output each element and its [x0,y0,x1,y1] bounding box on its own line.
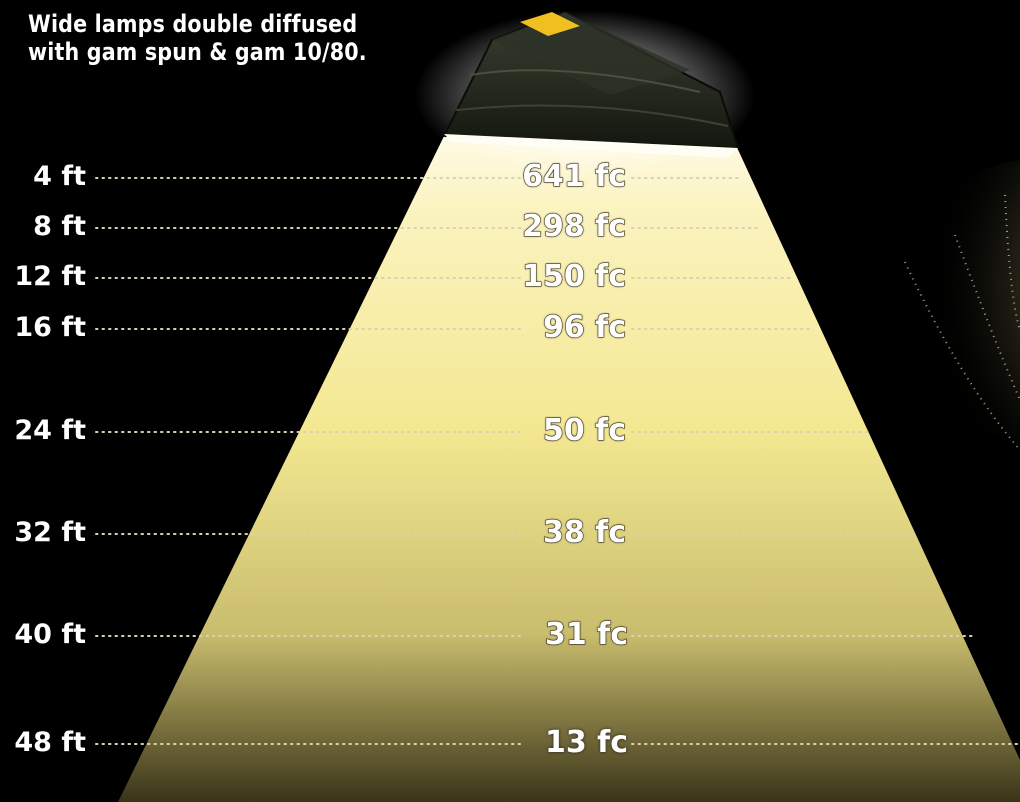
illuminance-label-32ft: 38 fc [542,515,626,550]
illuminance-label-16ft: 96 fc [542,310,626,345]
distance-label-4ft: 4 ft [33,161,86,192]
distance-label-24ft: 24 ft [14,415,86,446]
distance-label-48ft: 48 ft [14,727,86,758]
illuminance-label-40ft: 31 fc [544,617,628,652]
side-glow [900,160,1020,440]
illuminance-label-48ft: 13 fc [544,725,628,760]
leader-lines [95,177,1019,745]
illuminance-label-4ft: 641 fc [521,159,626,194]
distance-label-12ft: 12 ft [14,261,86,292]
illuminance-label-8ft: 298 fc [521,209,626,244]
distance-label-16ft: 16 ft [14,312,86,343]
title-line-2: with gam spun & gam 10/80. [28,38,367,66]
light-beam [118,128,1020,802]
diagram-title: Wide lamps double diffused with gam spun… [28,10,367,66]
side-glow-dots [904,194,1020,451]
distance-label-8ft: 8 ft [33,211,86,242]
illuminance-label-24ft: 50 fc [542,413,626,448]
distance-label-40ft: 40 ft [14,619,86,650]
light-fixture-icon [442,10,740,158]
distance-label-32ft: 32 ft [14,517,86,548]
illuminance-label-12ft: 150 fc [521,259,626,294]
title-line-1: Wide lamps double diffused [28,10,358,38]
